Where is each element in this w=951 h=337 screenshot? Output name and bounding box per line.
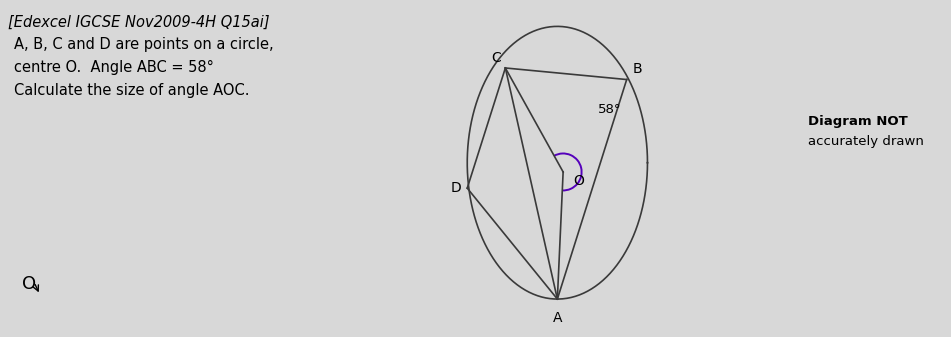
Text: centre O.  Angle ABC = 58°: centre O. Angle ABC = 58° — [14, 60, 214, 75]
Text: Diagram NOT: Diagram NOT — [808, 115, 908, 128]
Text: Calculate the size of angle AOC.: Calculate the size of angle AOC. — [14, 83, 249, 98]
Text: [Edexcel IGCSE Nov2009-4H Q15ai]: [Edexcel IGCSE Nov2009-4H Q15ai] — [8, 15, 270, 30]
Text: A: A — [553, 311, 562, 325]
Text: D: D — [451, 181, 461, 195]
Text: O: O — [573, 174, 585, 188]
Text: A, B, C and D are points on a circle,: A, B, C and D are points on a circle, — [14, 37, 274, 52]
Text: O: O — [22, 275, 36, 293]
Text: 58°: 58° — [598, 103, 621, 116]
Text: B: B — [632, 62, 642, 76]
Text: accurately drawn: accurately drawn — [808, 135, 923, 148]
Text: C: C — [491, 51, 501, 64]
